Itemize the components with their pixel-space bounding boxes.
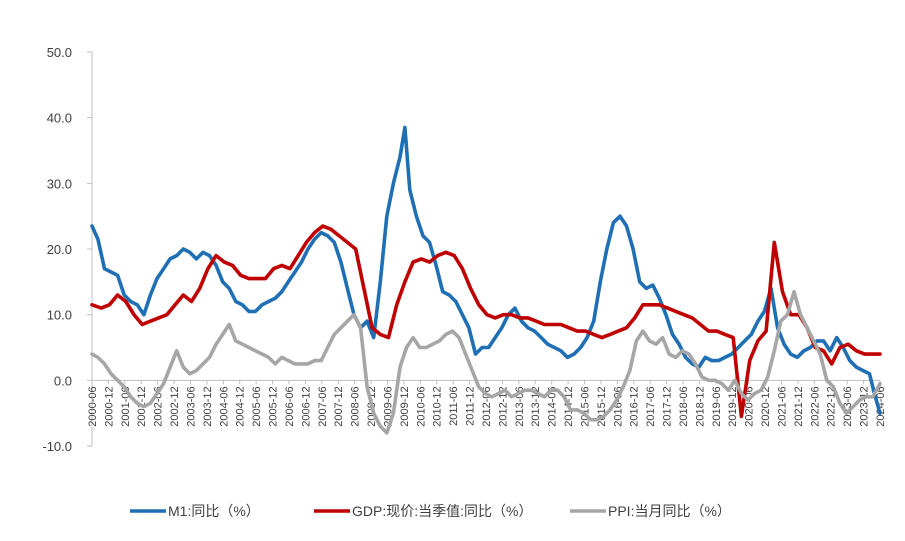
x-tick-label: 2011-06 <box>448 386 460 426</box>
x-tick-label: 2018-06 <box>678 386 690 426</box>
x-tick-label: 2021-06 <box>777 386 789 426</box>
x-tick-label: 2013-06 <box>514 386 526 426</box>
x-tick-label: 2005-06 <box>251 386 263 426</box>
x-tick-label: 2023-12 <box>859 386 871 426</box>
y-tick-label: 50.0 <box>47 45 72 60</box>
x-tick-label: 2010-06 <box>415 386 427 426</box>
x-tick-label: 2023-06 <box>842 386 854 426</box>
x-tick-label: 2005-12 <box>268 386 280 426</box>
x-tick-label: 2017-12 <box>662 386 674 426</box>
x-tick-label: 2006-06 <box>284 386 296 426</box>
x-tick-label: 2011-12 <box>465 386 477 426</box>
x-tick-label: 2016-12 <box>629 386 641 426</box>
legend-label-gdp: GDP:现价:当季值:同比（%） <box>352 503 532 519</box>
x-tick-label: 2012-12 <box>497 386 509 426</box>
x-tick-label: 2021-12 <box>793 386 805 426</box>
x-tick-label: 2002-12 <box>169 386 181 426</box>
x-tick-label: 2019-06 <box>711 386 723 426</box>
y-axis: 50.0 40.0 30.0 20.0 10.0 0.0 -10.0 <box>42 45 93 454</box>
x-tick-label: 2022-12 <box>826 386 838 426</box>
x-tick-label: 2006-12 <box>300 386 312 426</box>
x-tick-label: 2003-06 <box>186 386 198 426</box>
y-tick-label: 10.0 <box>47 308 72 323</box>
x-tick-label: 2014-06 <box>547 386 559 426</box>
x-tick-label: 2008-06 <box>350 386 362 426</box>
x-tick-label: 2016-06 <box>612 386 624 426</box>
x-tick-label: 2024-06 <box>875 386 887 426</box>
x-axis: 2000-06 2000-12 2001-06 2001-12 2002-06 2002-… <box>87 379 887 427</box>
x-tick-label: 2007-06 <box>317 386 329 426</box>
legend: M1:同比（%） GDP:现价:当季值:同比（%） PPI:当月同比（%） <box>130 503 731 519</box>
series-line-ppi <box>90 289 882 435</box>
legend-label-ppi: PPI:当月同比（%） <box>608 503 731 519</box>
x-tick-label: 2004-06 <box>218 386 230 426</box>
x-tick-label: 2017-06 <box>645 386 657 426</box>
x-tick-label: 2000-06 <box>87 386 99 426</box>
series-line-m1 <box>90 125 882 416</box>
x-tick-label: 2022-06 <box>809 386 821 426</box>
series-lines <box>90 125 882 435</box>
y-tick-label: 0.0 <box>54 373 72 388</box>
x-tick-label: 2018-12 <box>694 386 706 426</box>
y-tick-label: -10.0 <box>42 439 72 454</box>
x-tick-label: 2000-12 <box>103 386 115 426</box>
y-tick-label: 20.0 <box>47 242 72 257</box>
x-tick-label: 2010-12 <box>432 386 444 426</box>
y-tick-label: 30.0 <box>47 176 72 191</box>
legend-label-m1: M1:同比（%） <box>168 503 260 519</box>
y-tick-label: 40.0 <box>47 111 72 126</box>
series-line-gdp <box>90 224 882 419</box>
x-tick-label: 2003-12 <box>202 386 214 426</box>
x-tick-label: 2007-12 <box>333 386 345 426</box>
x-tick-label: 2020-12 <box>760 386 772 426</box>
x-tick-label: 2019-12 <box>727 386 739 426</box>
x-tick-label: 2009-12 <box>399 386 411 426</box>
x-tick-label: 2013-12 <box>530 386 542 426</box>
x-tick-label: 2004-12 <box>235 386 247 426</box>
